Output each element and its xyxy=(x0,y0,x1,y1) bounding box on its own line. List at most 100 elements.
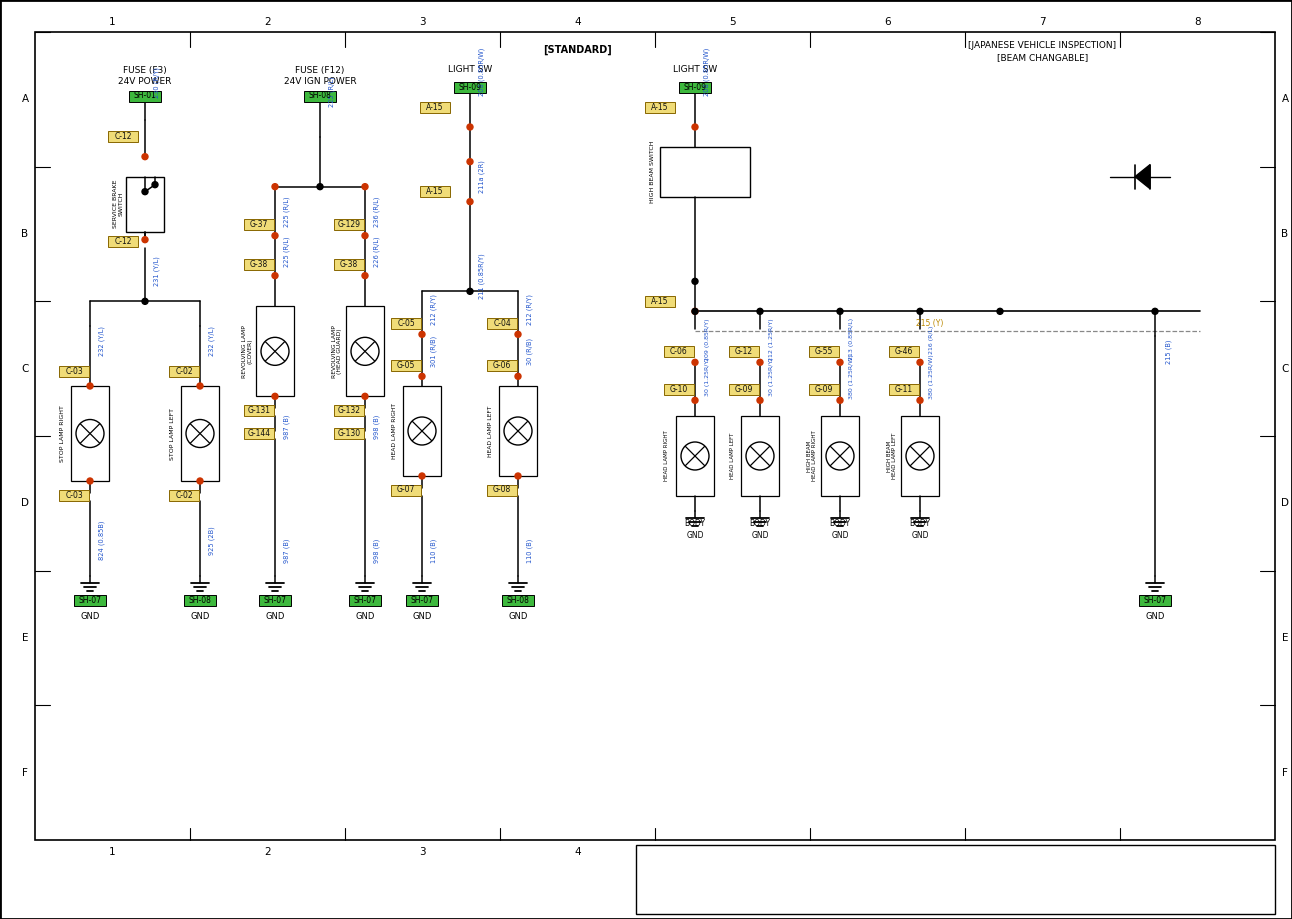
Text: C-02: C-02 xyxy=(176,367,193,376)
Bar xyxy=(664,384,694,395)
Bar xyxy=(349,596,381,607)
Text: [JAPANESE VEHICLE INSPECTION]: [JAPANESE VEHICLE INSPECTION] xyxy=(969,41,1116,51)
Text: MITSUBISHI LOGISNEXT CO., LTD.: MITSUBISHI LOGISNEXT CO., LTD. xyxy=(999,902,1248,915)
Circle shape xyxy=(196,478,203,484)
Bar xyxy=(742,416,779,496)
Circle shape xyxy=(273,393,278,400)
Circle shape xyxy=(87,478,93,484)
Bar xyxy=(244,428,274,439)
Bar xyxy=(820,416,859,496)
Bar xyxy=(901,416,939,496)
Text: 301 (R/B): 301 (R/B) xyxy=(430,335,437,367)
Bar xyxy=(645,296,674,307)
Text: 2: 2 xyxy=(264,17,271,27)
Text: SH-07: SH-07 xyxy=(411,596,434,606)
Text: 225 (R/L): 225 (R/L) xyxy=(328,76,335,108)
Circle shape xyxy=(362,393,368,400)
Text: GND: GND xyxy=(911,530,929,539)
Text: 6: 6 xyxy=(884,847,890,857)
Bar xyxy=(346,306,384,396)
Text: G-09: G-09 xyxy=(735,385,753,394)
Text: GND: GND xyxy=(1145,612,1164,621)
Text: 230 (R/Y): 230 (R/Y) xyxy=(154,66,160,97)
Text: G-10: G-10 xyxy=(669,385,689,394)
Text: F: F xyxy=(22,767,28,777)
Text: LAMP: LAMP xyxy=(975,865,1000,873)
Bar xyxy=(499,386,537,476)
Text: SH-01: SH-01 xyxy=(133,92,156,100)
Circle shape xyxy=(142,299,149,304)
Text: A-15: A-15 xyxy=(426,103,443,111)
Text: GND: GND xyxy=(686,530,704,539)
Text: G-38: G-38 xyxy=(340,260,358,269)
Text: G-07: G-07 xyxy=(397,485,415,494)
Bar xyxy=(664,346,694,357)
Bar xyxy=(335,219,364,230)
Text: G-129: G-129 xyxy=(337,221,360,229)
Text: G-06: G-06 xyxy=(492,361,512,369)
Bar xyxy=(304,90,336,101)
Bar xyxy=(59,366,89,377)
Text: C-12: C-12 xyxy=(114,237,132,246)
Text: G-08: G-08 xyxy=(492,485,512,494)
Bar xyxy=(391,484,421,495)
Text: SH-09: SH-09 xyxy=(683,83,707,92)
Text: F: F xyxy=(1282,767,1288,777)
Circle shape xyxy=(693,309,698,314)
Text: HEAD LAMP LEFT: HEAD LAMP LEFT xyxy=(730,433,734,479)
Text: B: B xyxy=(1282,229,1288,239)
Bar xyxy=(244,259,274,270)
Text: 232 (Y/L): 232 (Y/L) xyxy=(209,326,216,357)
Text: G-55: G-55 xyxy=(815,346,833,356)
Circle shape xyxy=(1152,309,1158,314)
Circle shape xyxy=(693,124,698,130)
Circle shape xyxy=(997,309,1003,314)
Text: BODY: BODY xyxy=(749,519,770,528)
Circle shape xyxy=(362,233,368,239)
Text: 3: 3 xyxy=(419,17,426,27)
Text: 212 (1.25R/Y): 212 (1.25R/Y) xyxy=(770,318,774,360)
Text: 110 (B): 110 (B) xyxy=(527,539,534,562)
Circle shape xyxy=(917,397,922,403)
Polygon shape xyxy=(1134,165,1150,188)
Text: E: E xyxy=(22,633,28,643)
Text: 225 (R/L): 225 (R/L) xyxy=(284,236,291,267)
Bar xyxy=(645,101,674,112)
Text: 3: 3 xyxy=(419,847,426,857)
Text: FD100 - 160A (TIER_4F): FD100 - 160A (TIER_4F) xyxy=(1061,850,1160,859)
Text: 380 (1.25R/W): 380 (1.25R/W) xyxy=(850,354,854,399)
Text: C-05: C-05 xyxy=(397,319,415,328)
Circle shape xyxy=(466,289,473,294)
Bar xyxy=(503,596,534,607)
Bar xyxy=(256,306,295,396)
Bar xyxy=(109,236,138,247)
Circle shape xyxy=(87,383,93,389)
Text: 8: 8 xyxy=(1194,17,1200,27)
Text: G-12: G-12 xyxy=(735,346,753,356)
Text: SH-07: SH-07 xyxy=(264,596,287,606)
Text: DATE: DATE xyxy=(700,902,720,911)
Circle shape xyxy=(917,359,922,366)
Text: STOP LAMP LEFT: STOP LAMP LEFT xyxy=(171,407,176,460)
Text: SH-07: SH-07 xyxy=(79,596,102,606)
Text: [STANDARD]: [STANDARD] xyxy=(543,45,612,55)
Text: 1: 1 xyxy=(110,847,116,857)
Text: G-130: G-130 xyxy=(337,429,360,437)
Text: HIGH BEAM SWITCH: HIGH BEAM SWITCH xyxy=(650,141,655,203)
Text: BODY: BODY xyxy=(829,519,850,528)
Text: 824 (0.85B): 824 (0.85B) xyxy=(98,521,105,561)
Circle shape xyxy=(693,359,698,366)
Text: REVOLVING LAMP
(HEAD GUARD): REVOLVING LAMP (HEAD GUARD) xyxy=(332,325,342,378)
Bar xyxy=(169,490,199,501)
Circle shape xyxy=(152,182,158,187)
Text: [BEAM CHANGABLE]: [BEAM CHANGABLE] xyxy=(997,53,1088,62)
Text: 1: 1 xyxy=(110,17,116,27)
Bar xyxy=(1140,596,1171,607)
Circle shape xyxy=(917,309,922,314)
Bar xyxy=(169,366,199,377)
Text: TRUCK: TRUCK xyxy=(975,850,1001,859)
Text: Release: Release xyxy=(789,884,823,893)
Circle shape xyxy=(837,359,842,366)
Text: C: C xyxy=(21,364,28,374)
Text: SERVICE BRAKE
SWITCH: SERVICE BRAKE SWITCH xyxy=(112,180,124,229)
